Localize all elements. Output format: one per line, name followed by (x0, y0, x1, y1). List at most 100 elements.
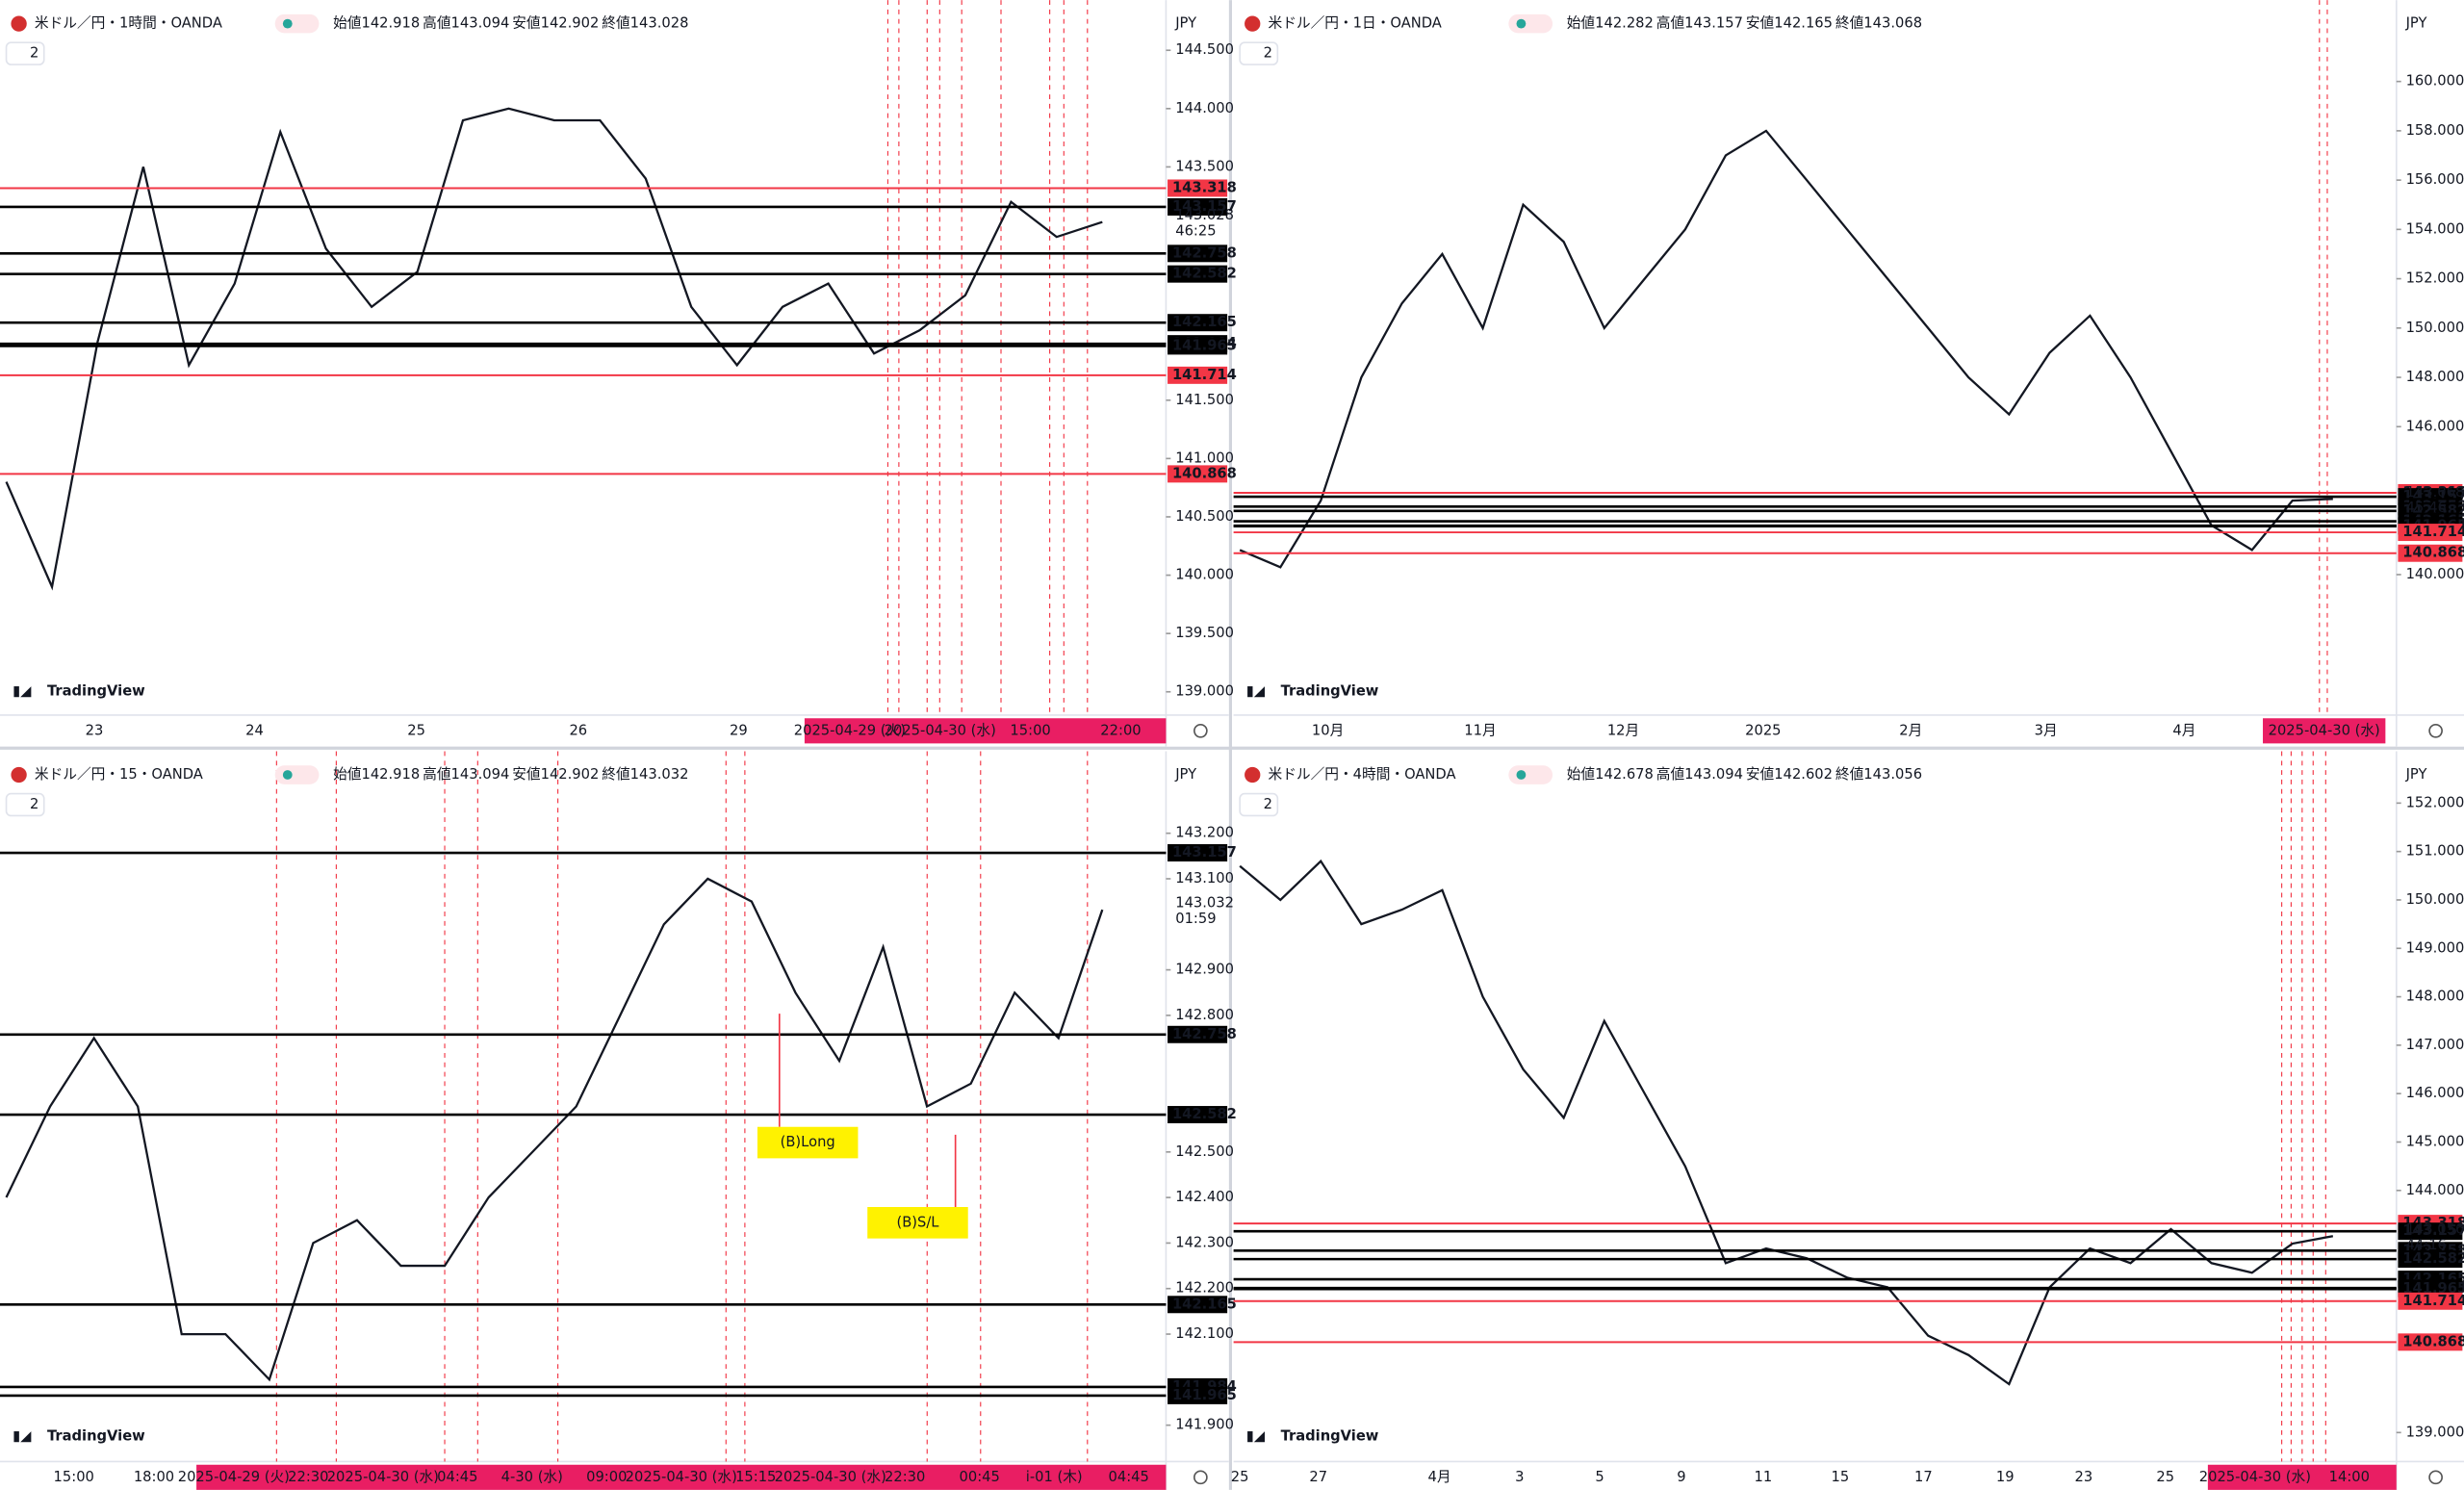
x-tick-label: 9 (1677, 1469, 1685, 1485)
y-tick-label: 143.100 (1175, 870, 1234, 886)
time-badge: 4-30 (水) (501, 1469, 563, 1485)
x-tick-label: 19 (1996, 1469, 2015, 1485)
y-tick-label: 150.000 (2406, 891, 2464, 908)
chart-title: 米ドル／円・15・OANDA (35, 766, 203, 783)
ohlc-value: 終値143.032 (602, 766, 688, 783)
time-badge-band (2263, 718, 2386, 744)
y-tick-label: 140.000 (2406, 566, 2464, 582)
indicator-count: 2 (30, 796, 38, 812)
watermark-logo: ▮◢ (13, 682, 32, 699)
x-tick-label: 25 (407, 722, 425, 738)
y-tick-label: 152.000 (2406, 270, 2464, 287)
indicator-count: 2 (1264, 796, 1272, 812)
indicator-count: 2 (1264, 45, 1272, 62)
y-tick-label: 140.000 (1175, 567, 1234, 583)
level-badge (2398, 524, 2463, 542)
x-tick-label: 4月 (2172, 722, 2195, 738)
y-tick-label: 146.000 (2406, 1085, 2464, 1101)
level-badge (1168, 1025, 1228, 1043)
y-tick-label: 141.900 (1175, 1417, 1234, 1433)
status-dot (282, 18, 293, 29)
time-badge-band (196, 1464, 1167, 1490)
level-label: 142.582 (2402, 1250, 2464, 1267)
x-tick-label: 24 (245, 722, 264, 738)
y-tick-label: 142.900 (1175, 962, 1234, 978)
level-badge (1168, 1386, 1228, 1404)
status-pill (274, 765, 320, 784)
y-tick-label: 139.500 (1175, 625, 1234, 641)
ohlc-value: 始値142.282 (1567, 15, 1654, 32)
level-label: 141.714 (1172, 367, 1237, 383)
x-tick-label: 11月 (1464, 722, 1496, 738)
countdown: 44:16 (2406, 1237, 2447, 1253)
x-tick-label: 3 (1515, 1469, 1524, 1485)
watermark-logo: ▮◢ (1246, 1427, 1266, 1444)
level-badge (1168, 844, 1228, 862)
currency-label: JPY (2405, 15, 2427, 32)
time-badge: 22:30 (288, 1469, 328, 1485)
watermark: TradingView (1281, 1427, 1379, 1444)
ohlc-value: 高値143.094 (423, 15, 509, 32)
time-badge-band (804, 718, 1167, 744)
chart-title: 米ドル／円・1日・OANDA (1269, 15, 1442, 32)
last-price: 143.068 (2406, 484, 2464, 501)
level-label: 141.965 (1172, 1387, 1237, 1403)
level-badge (2398, 1292, 2463, 1310)
y-tick-label: 144.000 (2406, 1182, 2464, 1198)
time-badge: 04:45 (437, 1469, 477, 1485)
y-tick-label: 144.500 (1175, 41, 1234, 58)
level-label: 141.714 (2402, 1293, 2464, 1309)
time-badge: 2025-04-30 (水) (885, 722, 996, 738)
y-tick-label: 158.000 (2406, 122, 2464, 139)
watermark-logo: ▮◢ (13, 1427, 32, 1444)
x-tick-label: 25 (1231, 1469, 1249, 1485)
level-label: 143.157 (1172, 198, 1237, 215)
chart-title: 米ドル／円・4時間・OANDA (1269, 766, 1456, 783)
y-tick-label: 141.500 (1175, 392, 1234, 408)
time-badge: 2025-04-30 (水) (775, 1469, 886, 1485)
settings-icon (2428, 1470, 2443, 1485)
x-tick-label: 15:00 (54, 1469, 94, 1485)
y-tick-label: 150.000 (2406, 320, 2464, 336)
time-badge: 2025-04-29 (火) (794, 722, 906, 738)
status-dot (282, 770, 293, 780)
level-badge (1168, 337, 1228, 355)
x-tick-label: 15 (1831, 1469, 1849, 1485)
currency-label: JPY (1174, 15, 1196, 32)
level-label: 140.868 (2402, 1333, 2464, 1349)
chart-title: 米ドル／円・1時間・OANDA (35, 15, 222, 32)
level-label: 142.582 (1172, 1106, 1237, 1122)
ohlc-value: 始値142.918 (333, 766, 420, 783)
status-dot (1516, 18, 1527, 29)
y-tick-label: 144.000 (1175, 100, 1234, 116)
countdown: 45:46 (2406, 500, 2447, 516)
indicator-toggle (1239, 41, 1279, 65)
price-axis (2396, 0, 2464, 747)
price-line (5, 107, 1103, 591)
x-tick-label: 3月 (2035, 722, 2058, 738)
level-label: 143.157 (2402, 1222, 2464, 1239)
y-tick-label: 152.000 (2406, 794, 2464, 810)
level-badge (1168, 1296, 1228, 1314)
x-tick-label: 23 (2075, 1469, 2093, 1485)
time-badge: 2025-04-30 (水) (327, 1469, 439, 1485)
y-tick-label: 142.100 (1175, 1325, 1234, 1342)
time-badge: i-01 (木) (1026, 1469, 1083, 1485)
status-pill (274, 13, 320, 34)
ohlc-value: 高値143.094 (1656, 766, 1743, 783)
x-tick-label: 11 (1754, 1469, 1772, 1485)
last-price: 143.056 (2406, 1221, 2464, 1238)
indicator-count: 2 (30, 45, 38, 62)
y-tick-label: 148.000 (2406, 989, 2464, 1005)
x-tick-label: 2025 (1745, 722, 1781, 738)
level-label: 142.165 (1172, 1296, 1237, 1312)
x-tick-label: 12月 (1607, 722, 1639, 738)
currency-label: JPY (1174, 766, 1196, 783)
symbol-icon (11, 15, 27, 32)
time-badge: 2025-04-30 (水) (2269, 722, 2380, 738)
countdown: 46:25 (1175, 222, 1216, 239)
level-label: 140.868 (1172, 465, 1237, 481)
level-label: 142.758 (1172, 1026, 1237, 1042)
symbol-icon (11, 766, 27, 784)
